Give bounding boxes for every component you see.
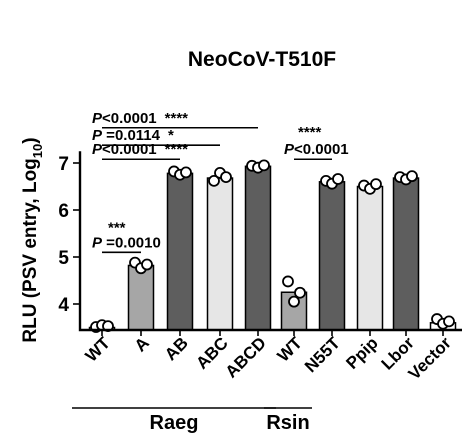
stars-1: * bbox=[168, 127, 174, 144]
point-6-2 bbox=[332, 173, 344, 185]
points-layer bbox=[90, 159, 455, 333]
bar-3 bbox=[206, 177, 234, 331]
group-label-0: Raeg bbox=[150, 412, 199, 434]
p-value-4: P<0.0001 bbox=[284, 141, 349, 158]
bar-7 bbox=[356, 185, 384, 331]
y-ticks: 4 5 6 7 bbox=[58, 154, 80, 316]
stars-0: **** bbox=[165, 110, 189, 127]
stars-4: **** bbox=[298, 124, 322, 141]
point-4-2 bbox=[258, 159, 270, 172]
bar-4 bbox=[244, 165, 272, 331]
point-3-0 bbox=[208, 174, 220, 187]
point-5-0 bbox=[282, 275, 294, 288]
bar-2 bbox=[166, 172, 194, 331]
point-8-2 bbox=[406, 170, 418, 183]
group-label-1: Rsin bbox=[266, 412, 309, 434]
group-brackets: Raeg Rsin bbox=[72, 407, 312, 434]
point-9-2 bbox=[443, 315, 455, 328]
point-7-2 bbox=[370, 178, 382, 191]
significance-annotations: P<0.0001 ****P =0.0114 *P<0.0001 ****P =0.0… bbox=[92, 110, 349, 254]
y-axis-label: RLU (PSV entry, Log10) bbox=[20, 137, 45, 342]
stars-2: **** bbox=[165, 141, 189, 158]
chart-title: NeoCoV-T510F bbox=[188, 48, 336, 71]
p-value-2: P<0.0001 bbox=[92, 141, 157, 158]
stars-3: *** bbox=[108, 219, 126, 236]
y-tick-label-4: 4 bbox=[58, 295, 69, 316]
x-tick-label-4: ABCD bbox=[222, 333, 270, 381]
p-value-3: P =0.0010 bbox=[92, 234, 161, 251]
point-5-1 bbox=[288, 295, 300, 308]
x-tick-label-0: WT bbox=[82, 333, 115, 366]
point-2-2 bbox=[180, 166, 192, 179]
x-tick-label-5: WT bbox=[274, 333, 307, 366]
p-value-0: P<0.0001 bbox=[92, 110, 157, 127]
x-tick-label-6: N55T bbox=[301, 333, 344, 376]
bar-6 bbox=[318, 181, 346, 331]
y-tick-label-7: 7 bbox=[58, 154, 69, 175]
p-value-1: P =0.0114 bbox=[92, 127, 161, 144]
x-tick-label-7: Ppip bbox=[342, 333, 381, 372]
point-5-2 bbox=[294, 286, 306, 299]
point-1-2 bbox=[141, 258, 153, 271]
x-tick-label-2: AB bbox=[161, 333, 192, 364]
bar-1 bbox=[127, 264, 155, 331]
x-tick-label-9: Vector bbox=[405, 333, 455, 383]
y-tick-label-5: 5 bbox=[58, 248, 69, 269]
bars-layer bbox=[88, 165, 457, 331]
axes bbox=[78, 151, 462, 332]
y-tick-label-6: 6 bbox=[58, 201, 69, 222]
bar-8 bbox=[392, 177, 420, 331]
point-3-2 bbox=[220, 171, 232, 184]
x-tick-label-1: A bbox=[131, 333, 153, 355]
